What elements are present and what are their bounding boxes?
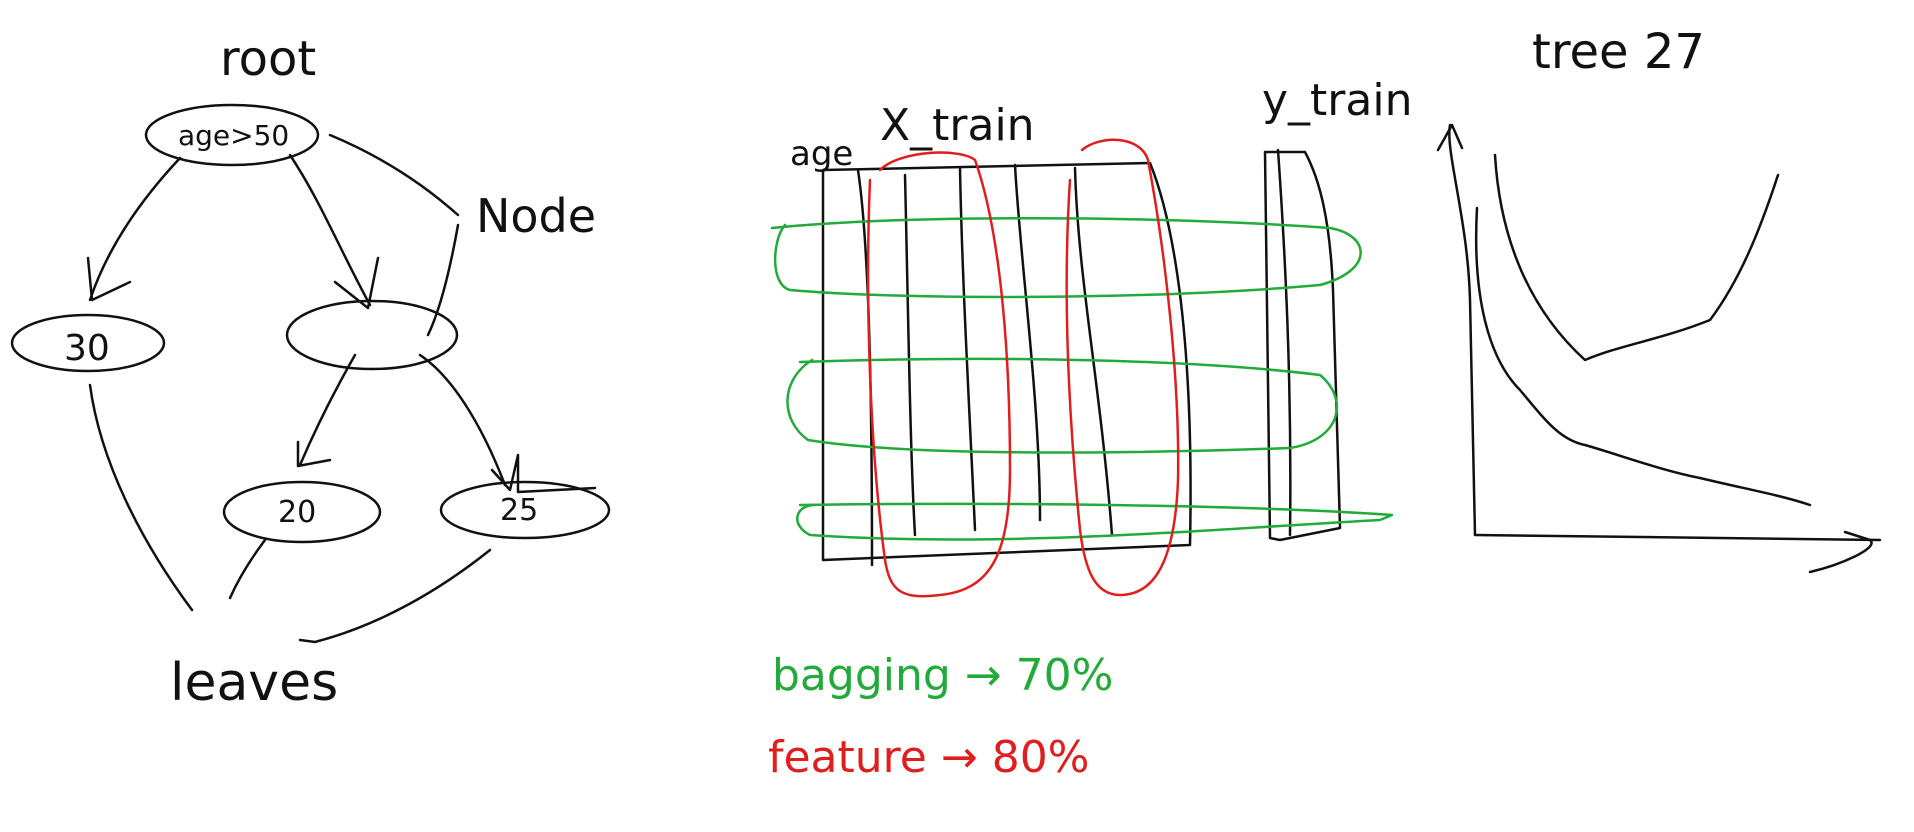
node-pointer-line-2 bbox=[426, 223, 460, 337]
x-train-box bbox=[821, 161, 1192, 562]
y-train-box bbox=[1263, 150, 1342, 542]
arrow-root-left bbox=[86, 256, 132, 302]
arrow-root-mid bbox=[333, 256, 380, 310]
feature-note: feature → 80% bbox=[768, 732, 1090, 783]
bagging-row-2 bbox=[786, 357, 1338, 454]
leaf-node-left-label: 30 bbox=[64, 328, 110, 369]
leaf-node-right-label: 25 bbox=[500, 493, 538, 528]
root-node bbox=[144, 103, 320, 167]
chart-decreasing-curve bbox=[1474, 206, 1812, 507]
node-label: Node bbox=[476, 189, 596, 243]
node-pointer-line bbox=[328, 133, 460, 217]
chart-tree-label: tree 27 bbox=[1532, 24, 1705, 80]
y-train-inner-line bbox=[1276, 148, 1292, 537]
arrow-mid-20 bbox=[296, 440, 332, 468]
chart-y-axis-arrow bbox=[1436, 123, 1464, 152]
x-train-label: X_train bbox=[880, 100, 1035, 151]
leaf-node-left bbox=[10, 313, 166, 373]
edge-root-left bbox=[88, 156, 182, 302]
leaf-node-right bbox=[439, 480, 611, 540]
chart-u-curve bbox=[1493, 153, 1780, 362]
feature-column-2 bbox=[1065, 138, 1180, 597]
matrix-column-4 bbox=[1013, 163, 1042, 522]
root-node-label: age>50 bbox=[178, 119, 289, 152]
column-age-label: age bbox=[790, 134, 853, 174]
matrix-column-2 bbox=[903, 173, 917, 537]
chart-y-axis bbox=[1448, 123, 1477, 537]
leaf-node-mid bbox=[222, 480, 382, 544]
tree-root-title: root bbox=[220, 31, 316, 87]
matrix-column-3 bbox=[958, 166, 977, 532]
bagging-row-1 bbox=[770, 217, 1362, 299]
bagging-note: bagging → 70% bbox=[772, 650, 1113, 701]
tree-error-chart: tree 27 bbox=[1436, 24, 1882, 574]
matrix-column-5 bbox=[1073, 166, 1114, 537]
chart-x-axis-arrow bbox=[1808, 530, 1873, 574]
y-train-label: y_train bbox=[1262, 75, 1412, 126]
internal-node bbox=[285, 299, 459, 371]
bagging-row-3 bbox=[796, 502, 1394, 541]
leaves-label: leaves bbox=[170, 653, 338, 713]
decision-tree: root age>50 Node 30 20 25 bbox=[10, 31, 611, 713]
arrow-mid-25 bbox=[490, 453, 597, 494]
edge-mid-20 bbox=[298, 353, 357, 467]
leaf-node-mid-label: 20 bbox=[278, 495, 316, 530]
chart-x-axis bbox=[1473, 533, 1882, 542]
leaves-pointer-mid bbox=[228, 538, 267, 600]
feature-column-1 bbox=[866, 151, 1012, 598]
leaves-pointer-right bbox=[298, 548, 492, 644]
edge-root-mid bbox=[288, 153, 372, 307]
leaves-pointer-left bbox=[88, 383, 194, 612]
training-matrix: age X_train y_train bbox=[770, 75, 1412, 598]
edge-mid-25 bbox=[418, 353, 507, 487]
